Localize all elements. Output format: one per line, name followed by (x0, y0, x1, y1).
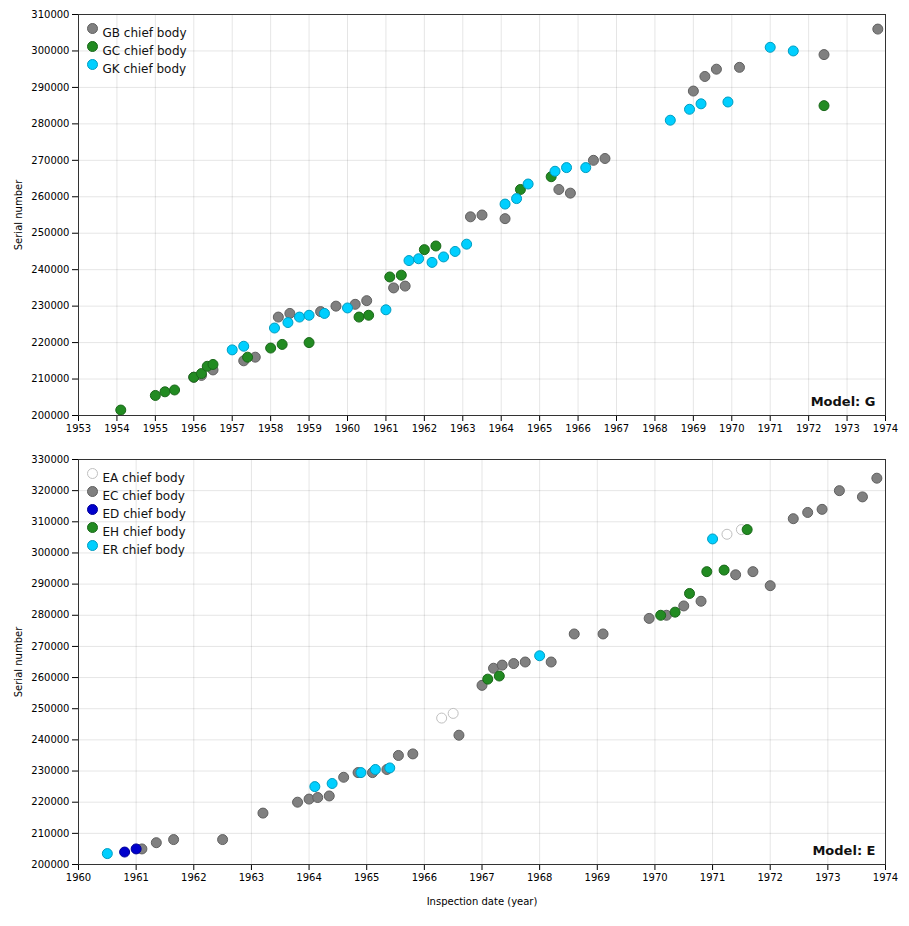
svg-text:1964: 1964 (296, 872, 321, 883)
svg-text:220000: 220000 (31, 337, 69, 348)
svg-text:1971: 1971 (757, 423, 782, 434)
svg-text:240000: 240000 (31, 734, 69, 745)
svg-text:220000: 220000 (31, 796, 69, 807)
svg-text:GC chief body: GC chief body (103, 44, 187, 58)
svg-text:240000: 240000 (31, 264, 69, 275)
svg-text:1968: 1968 (527, 872, 552, 883)
svg-text:ER chief body: ER chief body (103, 543, 185, 557)
svg-text:GB chief body: GB chief body (103, 26, 187, 40)
svg-text:1971: 1971 (700, 872, 725, 883)
svg-text:1970: 1970 (642, 872, 667, 883)
svg-text:1967: 1967 (469, 872, 494, 883)
svg-text:1961: 1961 (123, 872, 148, 883)
svg-text:Model: E: Model: E (812, 843, 875, 858)
svg-text:Serial number: Serial number (13, 179, 24, 250)
svg-text:1970: 1970 (719, 423, 744, 434)
svg-text:280000: 280000 (31, 609, 69, 620)
svg-text:Serial number: Serial number (13, 626, 24, 697)
svg-text:270000: 270000 (31, 641, 69, 652)
svg-text:300000: 300000 (31, 547, 69, 558)
svg-text:1966: 1966 (565, 423, 590, 434)
svg-text:230000: 230000 (31, 300, 69, 311)
svg-text:330000: 330000 (31, 454, 69, 465)
svg-text:1957: 1957 (219, 423, 244, 434)
svg-text:280000: 280000 (31, 118, 69, 129)
svg-text:1963: 1963 (239, 872, 264, 883)
svg-text:200000: 200000 (31, 410, 69, 421)
svg-text:1965: 1965 (354, 872, 379, 883)
svg-text:1956: 1956 (181, 423, 206, 434)
svg-text:1962: 1962 (181, 872, 206, 883)
svg-text:1967: 1967 (604, 423, 629, 434)
svg-text:1964: 1964 (488, 423, 513, 434)
svg-text:1974: 1974 (873, 423, 898, 434)
svg-text:260000: 260000 (31, 672, 69, 683)
svg-text:1972: 1972 (757, 872, 782, 883)
svg-text:EA chief body: EA chief body (103, 471, 185, 485)
svg-text:1953: 1953 (66, 423, 91, 434)
svg-text:EC chief body: EC chief body (103, 489, 185, 503)
svg-text:1966: 1966 (412, 872, 437, 883)
svg-text:1968: 1968 (642, 423, 667, 434)
svg-text:270000: 270000 (31, 155, 69, 166)
svg-text:GK chief body: GK chief body (103, 62, 187, 76)
svg-text:1969: 1969 (585, 872, 610, 883)
svg-text:1960: 1960 (66, 872, 91, 883)
svg-text:1961: 1961 (373, 423, 398, 434)
svg-text:1973: 1973 (815, 872, 840, 883)
svg-text:290000: 290000 (31, 578, 69, 589)
svg-text:1973: 1973 (834, 423, 859, 434)
svg-text:320000: 320000 (31, 485, 69, 496)
svg-text:210000: 210000 (31, 828, 69, 839)
svg-text:EH chief body: EH chief body (103, 525, 186, 539)
svg-text:1954: 1954 (104, 423, 129, 434)
svg-text:300000: 300000 (31, 45, 69, 56)
svg-text:1955: 1955 (143, 423, 168, 434)
svg-text:230000: 230000 (31, 765, 69, 776)
svg-text:1958: 1958 (258, 423, 283, 434)
svg-text:210000: 210000 (31, 373, 69, 384)
svg-text:290000: 290000 (31, 82, 69, 93)
svg-text:1962: 1962 (412, 423, 437, 434)
svg-text:ED chief body: ED chief body (103, 507, 186, 521)
svg-text:Model: G: Model: G (811, 394, 876, 409)
svg-text:1965: 1965 (527, 423, 552, 434)
svg-text:260000: 260000 (31, 191, 69, 202)
svg-text:250000: 250000 (31, 227, 69, 238)
svg-text:1963: 1963 (450, 423, 475, 434)
svg-text:1959: 1959 (296, 423, 321, 434)
svg-text:310000: 310000 (31, 9, 69, 20)
svg-text:1974: 1974 (873, 872, 898, 883)
svg-text:1972: 1972 (796, 423, 821, 434)
svg-text:1969: 1969 (681, 423, 706, 434)
svg-text:200000: 200000 (31, 859, 69, 870)
svg-text:250000: 250000 (31, 703, 69, 714)
svg-text:1960: 1960 (335, 423, 360, 434)
svg-text:310000: 310000 (31, 516, 69, 527)
svg-text:Inspection date (year): Inspection date (year) (427, 896, 538, 907)
